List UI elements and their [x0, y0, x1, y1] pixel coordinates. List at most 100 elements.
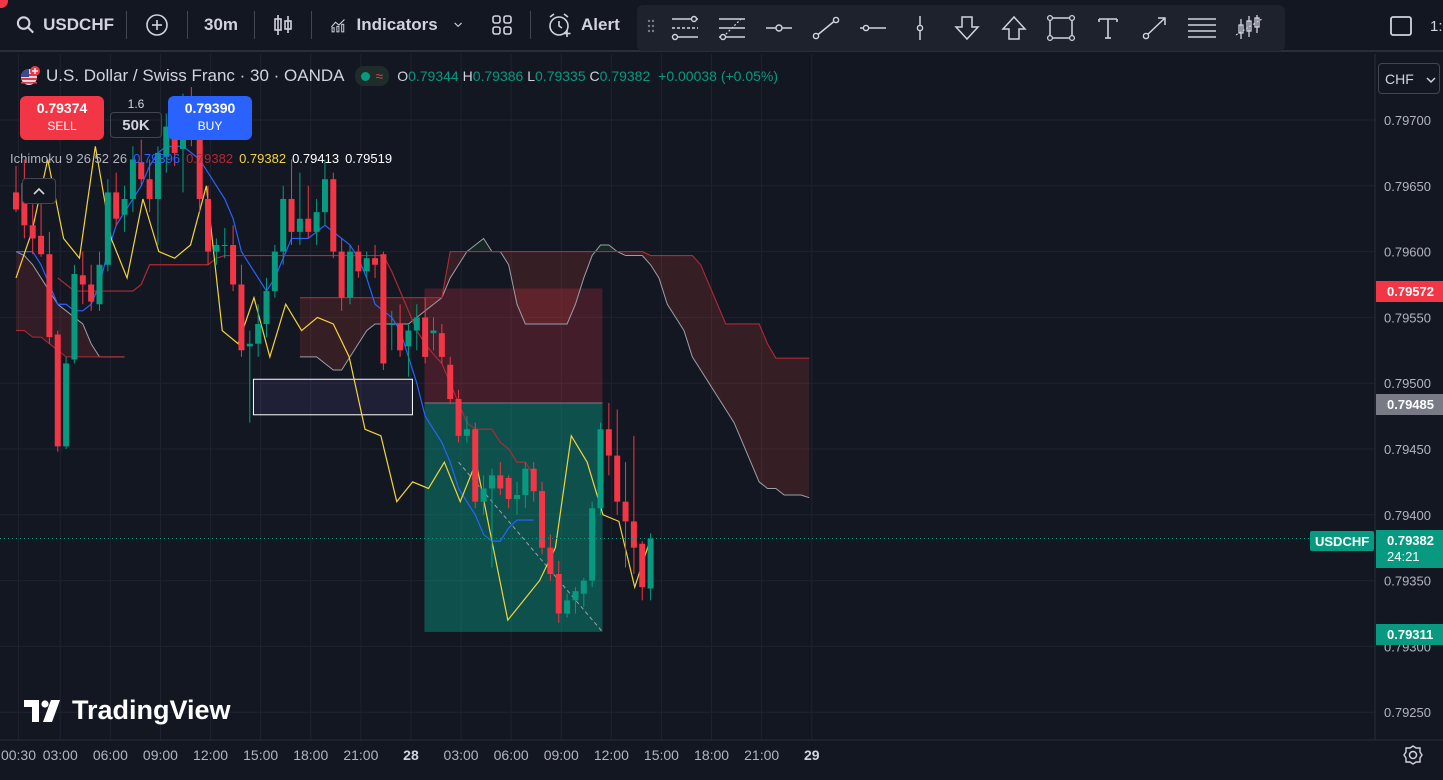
candle-bearish [238, 264, 245, 357]
current-price-value: 0.79382 [1387, 533, 1434, 548]
candle-body [221, 245, 228, 247]
candle-body [522, 468, 529, 496]
time-tick-label: 28 [403, 747, 419, 763]
cloud-segment [517, 251, 526, 324]
arrow-up-icon [1000, 15, 1027, 40]
market-open-dot [360, 71, 370, 81]
candle-bearish [497, 462, 504, 496]
horizontal-line-tool[interactable] [849, 5, 896, 51]
candle-body [288, 198, 295, 232]
arrow-down-icon [953, 16, 980, 41]
candle-body [455, 398, 462, 436]
arrow-up-tool[interactable] [990, 5, 1037, 51]
price-chart[interactable]: 0.79700 0.79650 0.79600 0.79550 0.79500 0.794… [0, 54, 1443, 780]
compare-button[interactable] [127, 0, 187, 51]
ichimoku-legend[interactable]: Ichimoku 9 26 52 26 0.79396 0.79382 0.79… [10, 151, 392, 166]
candle-body [154, 152, 161, 199]
bar-pattern-icon [1235, 15, 1262, 39]
candle-bearish [355, 245, 362, 278]
candle-bearish [639, 541, 646, 601]
candle-bearish [288, 159, 295, 246]
sell-button[interactable]: 0.79374 SELL [20, 96, 104, 140]
layouts-button[interactable] [474, 0, 530, 51]
candle-bearish [505, 475, 512, 509]
delayed-wave-icon: ≈ [375, 68, 384, 84]
cloud-segment [567, 251, 576, 324]
vertical-line-tool[interactable] [896, 5, 943, 51]
candle-body [146, 179, 153, 199]
settings-icon[interactable] [1402, 744, 1424, 766]
candle-bearish [113, 172, 120, 226]
candle-body [539, 491, 546, 548]
candle-body [238, 284, 245, 351]
cloud-segment [542, 251, 551, 324]
candle-bearish [79, 251, 86, 305]
buy-button[interactable]: 0.79390 BUY [168, 96, 252, 140]
alert-label: Alert [581, 15, 620, 34]
candle-bullish [255, 304, 262, 357]
market-status-pill[interactable]: ≈ [354, 66, 390, 86]
candle-bullish [363, 251, 370, 278]
candle-body [363, 258, 370, 272]
trend-line-tool[interactable] [802, 5, 849, 51]
candle-body [21, 183, 28, 226]
candle-body [213, 245, 220, 252]
candle-bearish [605, 402, 612, 476]
candle-bullish [129, 146, 136, 213]
candle-body [530, 468, 537, 492]
candle-body [104, 192, 111, 265]
cloud-segment [750, 323, 760, 482]
horizontal-ray-tool[interactable] [755, 5, 802, 51]
arrow-down-tool[interactable] [943, 5, 990, 51]
candle-bullish [405, 323, 412, 377]
candle-body [630, 521, 637, 548]
price-tick-label: 0.79650 [1384, 179, 1431, 194]
collapse-legend-button[interactable] [22, 178, 56, 204]
chart-type-button[interactable] [255, 0, 311, 51]
candle-body [597, 429, 604, 509]
symbol-search-button[interactable]: USDCHF [0, 0, 126, 51]
price-tick-label: 0.79600 [1384, 245, 1431, 260]
candle-body [230, 245, 237, 285]
candle-bearish [305, 185, 312, 239]
parallel-lines-tool[interactable] [1178, 5, 1225, 51]
drag-handle[interactable] [647, 18, 661, 39]
arrow-line-tool[interactable] [1131, 5, 1178, 51]
indicators-button[interactable]: Indicators [312, 0, 474, 51]
sell-label: SELL [47, 119, 77, 133]
parallel-lines-icon [1187, 18, 1216, 38]
currency-selector[interactable]: CHF [1378, 63, 1440, 94]
candle-bearish [230, 225, 237, 292]
text-tool[interactable] [1084, 5, 1131, 51]
price-tick-label: 0.79500 [1384, 376, 1431, 391]
rectangle-tool[interactable] [1037, 5, 1084, 51]
senkou-span-b-line [16, 330, 125, 358]
fullscreen-icon[interactable] [1388, 14, 1414, 38]
candle-body [497, 475, 504, 489]
cloud-segment [650, 255, 659, 278]
candle-bearish [13, 166, 19, 213]
candle-body [580, 580, 587, 594]
interval-button[interactable]: 30m [203, 15, 239, 34]
candle-body [63, 363, 70, 447]
candles-icon [274, 15, 292, 35]
cloud-segment [82, 323, 92, 357]
ichimoku-value-chikou: 0.79382 [239, 151, 287, 166]
time-tick-label: 12:00 [193, 747, 228, 763]
candle-body [46, 254, 53, 338]
cloud-segment [725, 323, 735, 423]
candle-body [138, 162, 145, 180]
indicators-icon [330, 19, 345, 33]
ohlc-values: O0.79344 H0.79386 L0.79335 C0.79382 +0.0… [397, 68, 778, 84]
candle-body [555, 574, 562, 614]
quantity-input[interactable]: 50K [110, 112, 162, 138]
fib-extension-tool[interactable] [708, 5, 755, 51]
chart-title[interactable]: U.S. Dollar / Swiss Franc · 30 · OANDA [46, 66, 345, 85]
alert-button[interactable]: Alert [531, 0, 632, 51]
candle-bullish [580, 577, 587, 607]
toolbar-divider [126, 11, 127, 39]
fib-retracement-tool[interactable] [661, 5, 708, 51]
cloud-segment [324, 297, 334, 371]
candle-bearish [438, 323, 445, 364]
bar-pattern-tool[interactable] [1225, 5, 1272, 51]
